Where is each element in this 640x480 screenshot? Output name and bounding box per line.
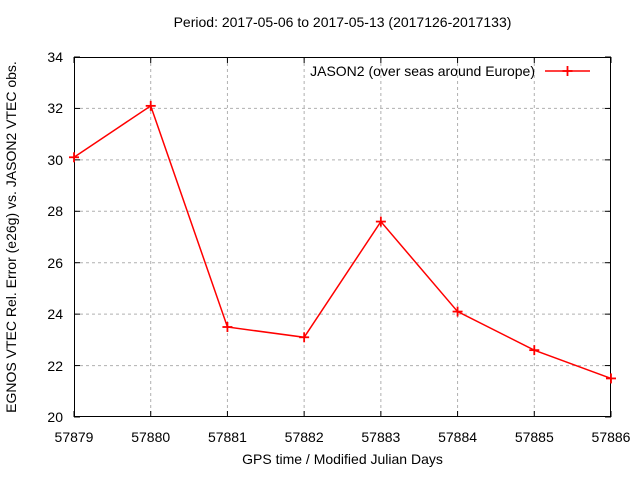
x-tick-label: 57881 xyxy=(207,429,247,445)
x-tick-label: 57884 xyxy=(438,429,478,445)
y-tick-label: 32 xyxy=(47,100,63,117)
x-tick-label: 57879 xyxy=(54,429,94,445)
legend: JASON2 (over seas around Europe) xyxy=(310,62,590,79)
y-tick-label: 22 xyxy=(47,357,63,374)
plot-area xyxy=(69,56,616,418)
y-tick-label: 20 xyxy=(47,409,63,425)
x-tick-label: 57883 xyxy=(361,429,401,445)
legend-line-sample-icon xyxy=(545,65,590,76)
x-axis-label: GPS time / Modified Julian Days xyxy=(242,451,443,467)
x-tick-label: 57880 xyxy=(131,429,171,445)
x-tick-label: 57885 xyxy=(514,429,554,445)
y-axis-label-text: EGNOS VTEC Rel. Error (e26g) vs. JASON2 … xyxy=(3,61,19,413)
x-tick-label: 57886 xyxy=(591,429,631,445)
x-tick-label: 57882 xyxy=(284,429,324,445)
y-tick-label: 30 xyxy=(47,151,63,168)
y-tick-label: 26 xyxy=(47,254,63,271)
y-tick-label: 34 xyxy=(47,49,63,65)
chart-title: Period: 2017-05-06 to 2017-05-13 (201712… xyxy=(173,14,512,30)
legend-series-label: JASON2 (over seas around Europe) xyxy=(310,62,535,79)
y-tick-label: 24 xyxy=(47,306,63,323)
y-tick-label: 28 xyxy=(47,203,63,220)
